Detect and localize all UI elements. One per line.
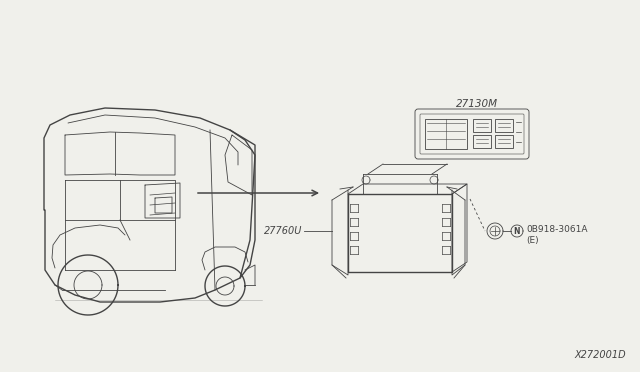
Bar [425,119,467,149]
Text: 27130M: 27130M [456,99,498,109]
Text: N: N [514,227,520,235]
Text: 0B918-3061A: 0B918-3061A [526,225,588,234]
Bar [495,135,513,148]
Bar [495,119,513,132]
Bar [473,119,491,132]
Text: 27760U: 27760U [264,226,302,236]
Text: (E): (E) [526,235,539,244]
Bar [473,135,491,148]
Text: X272001D: X272001D [574,350,626,360]
